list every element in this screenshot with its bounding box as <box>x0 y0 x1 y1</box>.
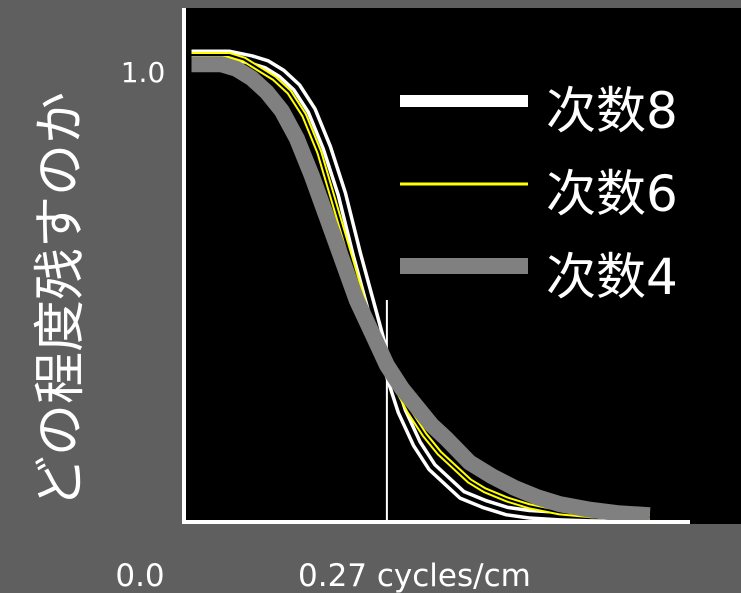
series-layer <box>191 49 651 524</box>
legend-label: 次数4 <box>546 248 678 306</box>
y-axis-label: どの程度残すのか <box>31 92 91 508</box>
legend-label: 次数8 <box>546 82 678 140</box>
series-line <box>191 56 651 524</box>
x-tick-label: 0.0 <box>115 558 164 593</box>
legend-label: 次数6 <box>546 165 678 223</box>
x-tick-label: 0.27 cycles/cm <box>298 558 531 593</box>
y-tick-label: 1.0 <box>121 56 166 89</box>
legend: 次数8 次数6 次数4 <box>400 82 678 306</box>
